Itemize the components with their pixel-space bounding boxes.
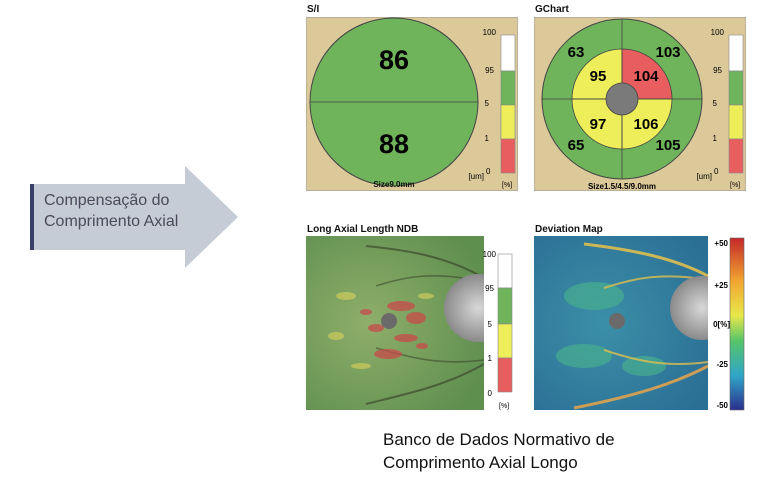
gchart-scale-green bbox=[728, 70, 744, 106]
ndb-scale-100: 100 bbox=[483, 250, 497, 259]
ndb-title: Long Axial Length NDB bbox=[307, 224, 419, 235]
caption-line-2: Comprimento Axial Longo bbox=[383, 453, 578, 472]
gchart-inner-tr bbox=[621, 48, 673, 100]
si-scale-red bbox=[500, 138, 516, 174]
si-title: S/I bbox=[307, 4, 320, 15]
gchart-title: GChart bbox=[535, 4, 569, 15]
si-scale-5: 5 bbox=[485, 99, 490, 108]
arrow-label: Compensação do Comprimento Axial bbox=[44, 190, 178, 232]
deviation-panel: +50 +25 0[%] -25 -50 bbox=[534, 236, 746, 412]
ndb-scale-white bbox=[497, 253, 513, 289]
ndb-scale-red bbox=[497, 357, 513, 393]
deviation-scale-minus50: -50 bbox=[716, 401, 728, 410]
gchart-unit: [um] bbox=[696, 172, 712, 181]
deviation-color-bar bbox=[729, 237, 745, 411]
gchart-scale-red bbox=[728, 138, 744, 174]
gchart-scale-yellow bbox=[728, 104, 744, 140]
si-unit: [um] bbox=[468, 172, 484, 181]
gchart-unit-sup: 0 bbox=[714, 167, 719, 176]
si-size-label: Size9.0mm bbox=[373, 180, 414, 189]
si-superior-value: 86 bbox=[379, 45, 409, 75]
ndb-fovea bbox=[381, 313, 397, 329]
gchart-panel: 63 103 65 105 95 104 97 106 Size1.5/4.5/… bbox=[534, 17, 746, 191]
caption-line-1: Banco de Dados Normativo de bbox=[383, 430, 615, 449]
ndb-pct: [%] bbox=[499, 403, 509, 410]
si-scale-white bbox=[500, 34, 516, 72]
gchart-center-disc bbox=[605, 82, 639, 116]
caption: Banco de Dados Normativo de Comprimento … bbox=[383, 428, 615, 474]
gchart-scale-95: 95 bbox=[713, 66, 722, 75]
deviation-scale-plus25: +25 bbox=[714, 281, 728, 290]
si-pct: [%] bbox=[502, 182, 512, 189]
ndb-panel: 100 95 5 1 0 [%] bbox=[306, 236, 518, 412]
gchart-scale-1: 1 bbox=[713, 134, 718, 143]
ndb-scale-95: 95 bbox=[485, 284, 494, 293]
deviation-scale-zero: 0[%] bbox=[713, 320, 730, 329]
gchart-scale-5: 5 bbox=[713, 99, 718, 108]
arrow-shape bbox=[30, 166, 238, 268]
gchart-inner-tl-value: 95 bbox=[590, 68, 607, 85]
si-scale-95: 95 bbox=[485, 66, 494, 75]
deviation-fovea bbox=[609, 313, 625, 329]
deviation-scale-plus50: +50 bbox=[714, 239, 728, 248]
ndb-scale-yellow bbox=[497, 323, 513, 359]
gchart-inner-tl bbox=[571, 48, 623, 100]
arrow-label-line-2: Comprimento Axial bbox=[44, 213, 179, 230]
gchart-outer-tl: 63 bbox=[568, 44, 585, 61]
si-unit-sup: 0 bbox=[486, 167, 491, 176]
gchart-inner-bl bbox=[571, 98, 623, 150]
si-scale-yellow bbox=[500, 104, 516, 140]
ndb-scale-1: 1 bbox=[488, 354, 493, 363]
gchart-inner-tr-value: 104 bbox=[633, 68, 659, 85]
ndb-scale-5: 5 bbox=[488, 320, 493, 329]
deviation-scale-minus25: -25 bbox=[716, 360, 728, 369]
gchart-inner-br bbox=[621, 98, 673, 150]
deviation-title: Deviation Map bbox=[535, 224, 603, 235]
si-scale-100: 100 bbox=[483, 28, 497, 37]
ndb-scale-green bbox=[497, 287, 513, 325]
si-panel: 86 88 Size9.0mm 100 95 5 1 [um] 0 [%] bbox=[306, 17, 518, 191]
gchart-scale-100: 100 bbox=[711, 28, 725, 37]
gchart-outer-tr: 103 bbox=[655, 44, 680, 61]
gchart-inner-br-value: 106 bbox=[633, 116, 658, 133]
arrow-label-line-1: Compensação do bbox=[44, 192, 170, 209]
gchart-outer-bl: 65 bbox=[568, 137, 585, 154]
gchart-inner-bl-value: 97 bbox=[590, 116, 607, 133]
gchart-outer-br: 105 bbox=[655, 137, 680, 154]
ndb-scale-0: 0 bbox=[488, 389, 493, 398]
gchart-size-label: Size1.5/4.5/9.0mm bbox=[588, 182, 656, 191]
si-inferior-value: 88 bbox=[379, 129, 409, 159]
gchart-scale-white bbox=[728, 34, 744, 72]
si-scale-1: 1 bbox=[485, 134, 490, 143]
gchart-pct: [%] bbox=[730, 182, 740, 189]
